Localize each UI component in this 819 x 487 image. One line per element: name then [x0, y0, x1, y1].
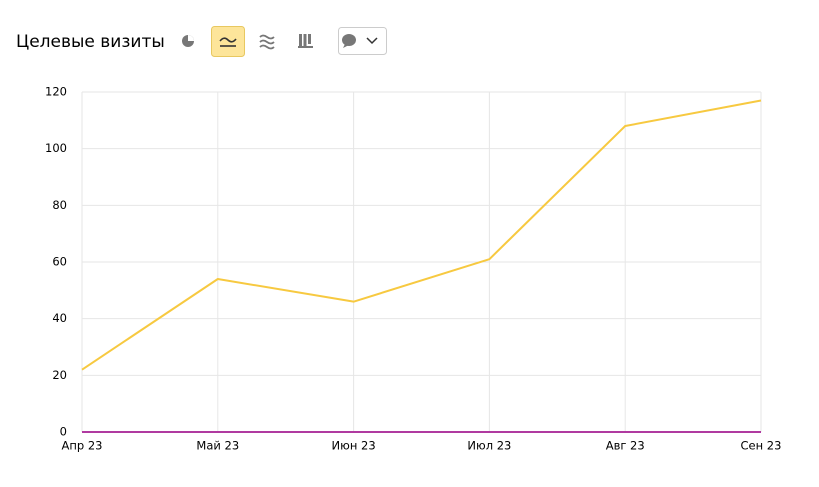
line-button[interactable] — [211, 26, 245, 57]
y-tick-label: 60 — [52, 255, 67, 269]
pie-button[interactable] — [182, 35, 194, 47]
y-tick-label: 120 — [45, 85, 67, 99]
x-tick-label: Июл 23 — [467, 439, 511, 453]
series-line — [81, 99, 762, 371]
y-tick-label: 100 — [45, 141, 67, 155]
x-tick-label: Апр 23 — [62, 439, 103, 453]
x-tick-label: Май 23 — [196, 439, 239, 453]
y-tick-label: 80 — [52, 198, 67, 212]
area-button[interactable] — [259, 34, 275, 50]
annotation-dropdown[interactable] — [338, 27, 387, 55]
x-tick-label: Авг 23 — [606, 439, 645, 453]
y-tick-label: 20 — [52, 368, 67, 382]
x-tick-label: Сен 23 — [741, 439, 782, 453]
y-tick-label: 0 — [60, 425, 67, 439]
y-tick-label: 40 — [52, 311, 67, 325]
toolbar — [182, 26, 387, 57]
chart-title: Целевые визиты — [16, 32, 165, 52]
x-tick-label: Июн 23 — [332, 439, 376, 453]
bar-button[interactable] — [298, 34, 313, 48]
